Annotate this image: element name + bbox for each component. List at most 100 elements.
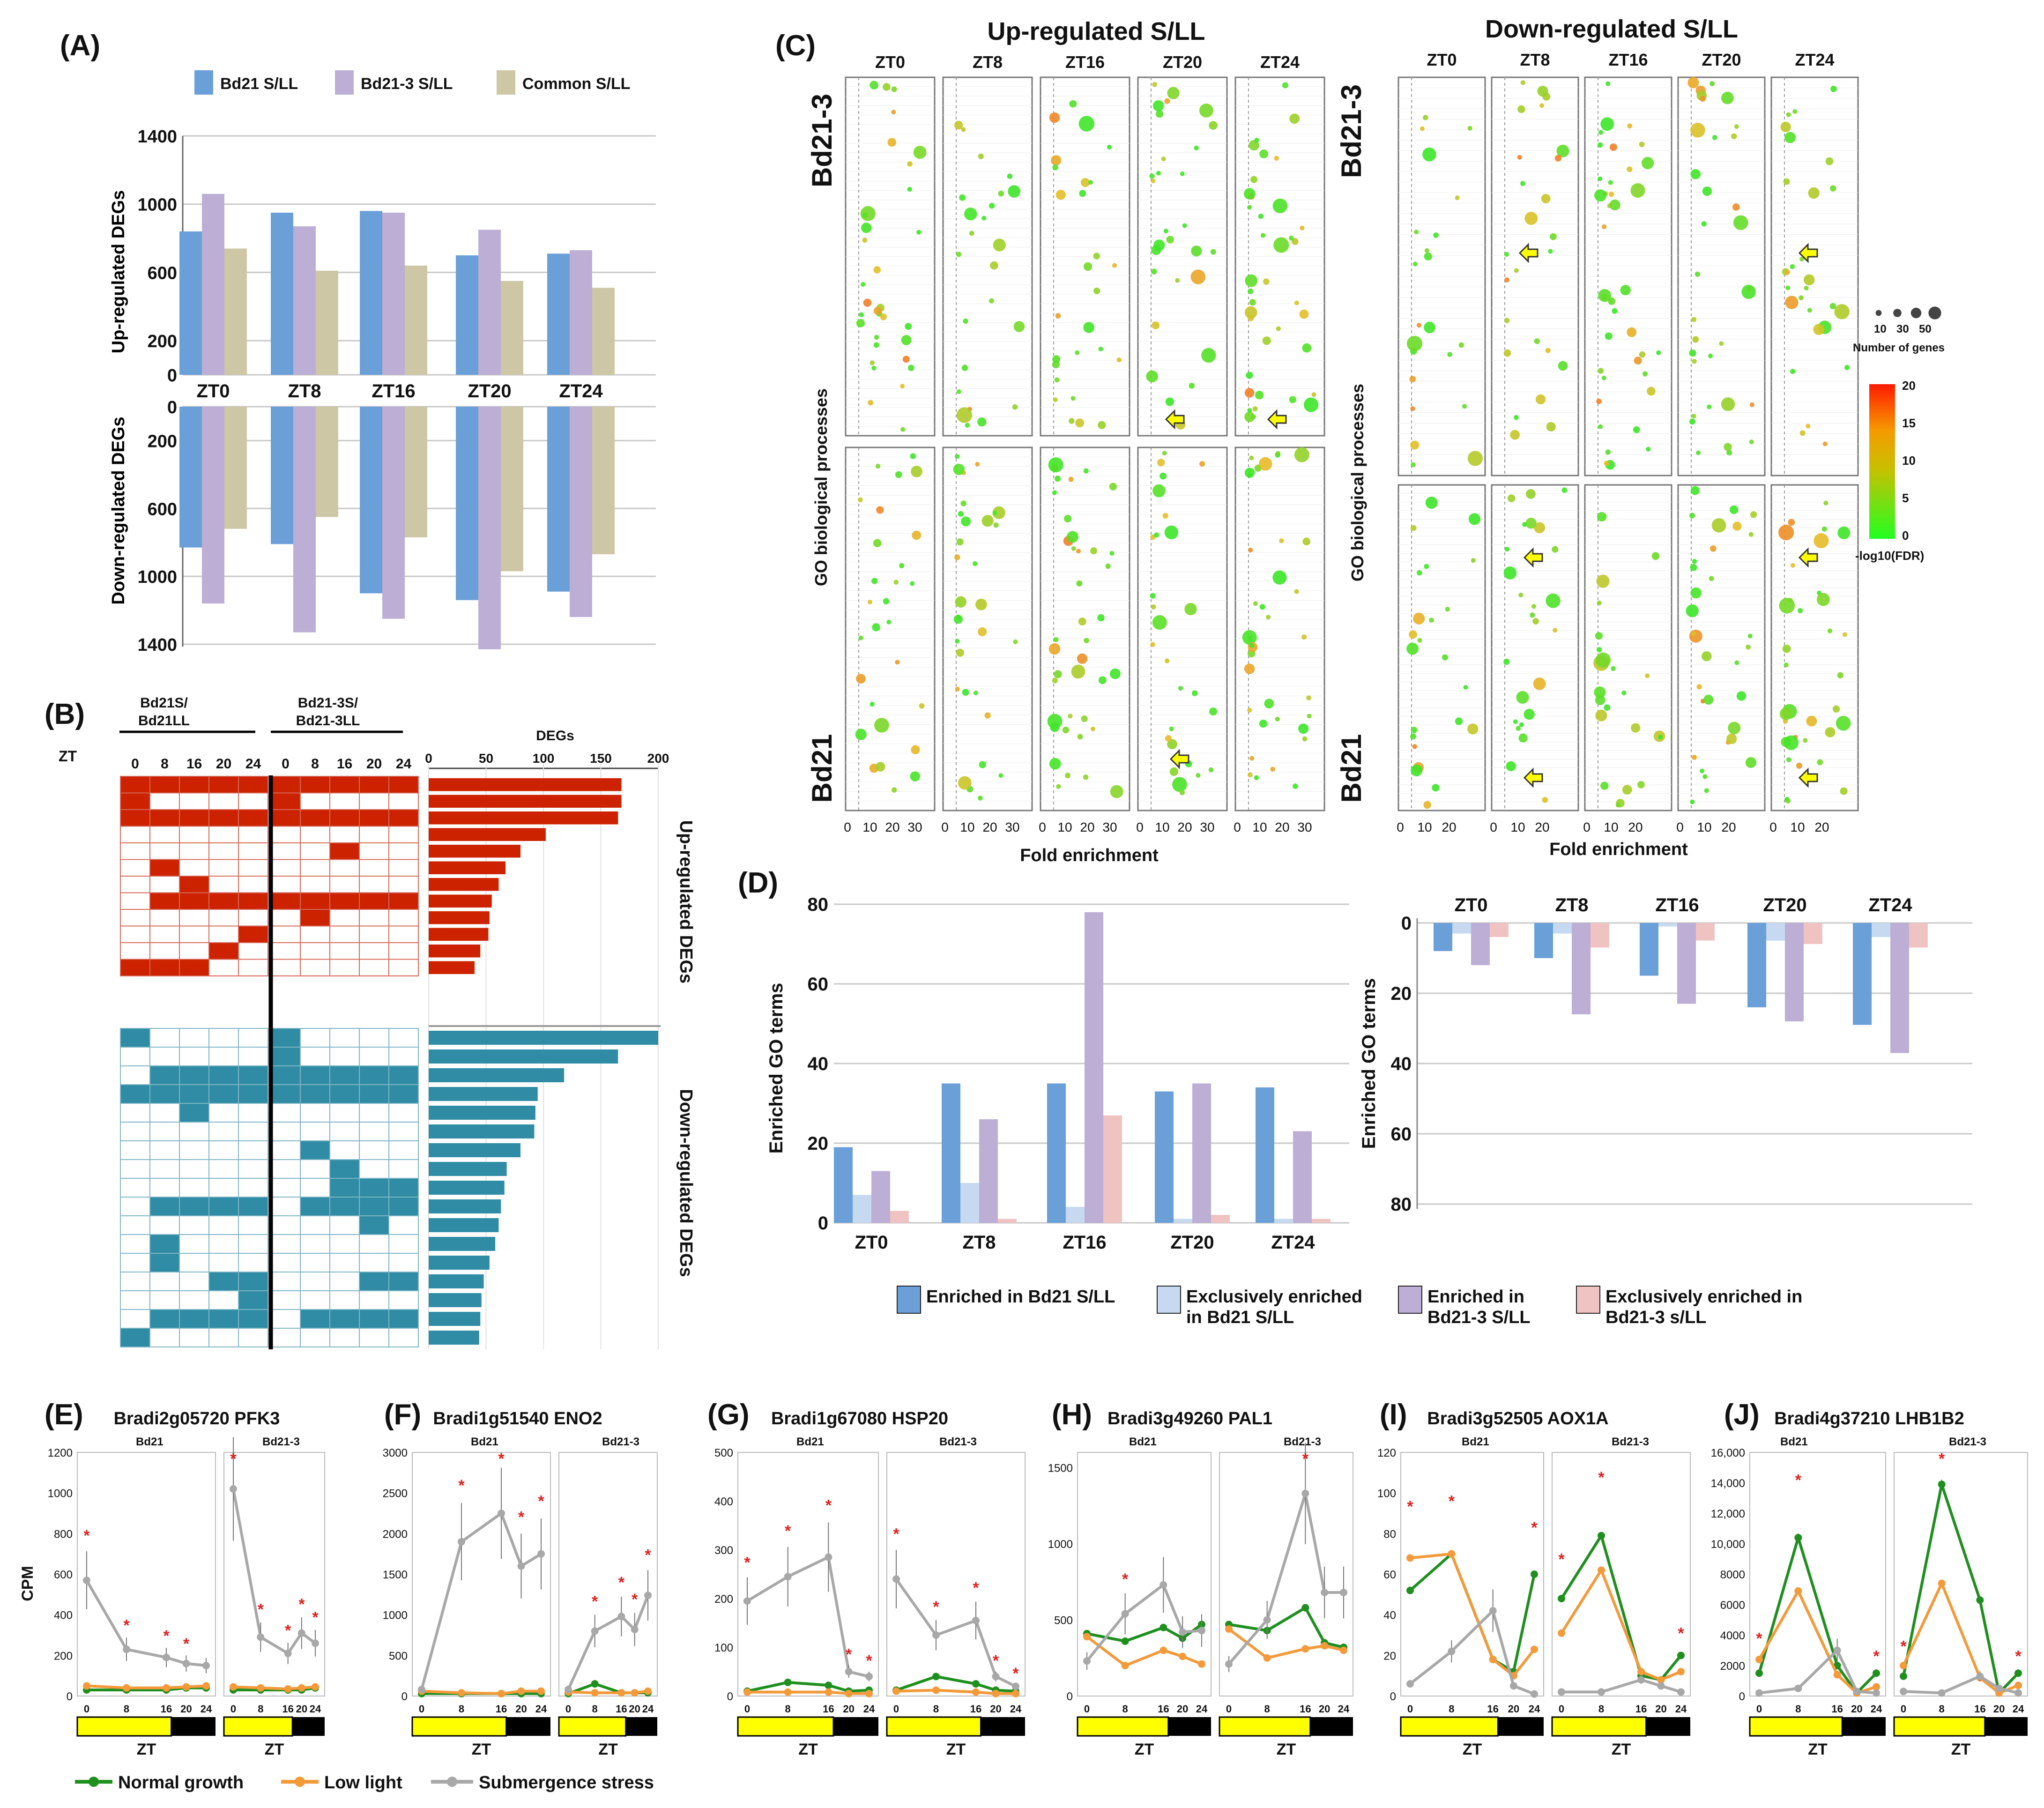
go-bubble <box>965 423 970 428</box>
go-bubble <box>1647 387 1656 396</box>
go-bubble <box>1514 268 1519 273</box>
x-tick: 20 <box>629 1703 640 1715</box>
up-cell <box>208 876 239 893</box>
down-cell <box>120 1084 150 1104</box>
go-bubble <box>1594 686 1606 699</box>
data-point <box>932 1631 940 1639</box>
down-cell <box>208 1178 239 1198</box>
size-legend-value: 50 <box>1919 323 1932 335</box>
data-point <box>2014 1669 2022 1677</box>
go-bubble <box>1276 326 1281 331</box>
x-tick: 0 <box>1234 820 1241 834</box>
light-period-bar <box>1551 1716 1647 1737</box>
line-legend: Normal growth Low light Submergence stress <box>75 1773 654 1793</box>
go-bubble <box>1079 190 1086 197</box>
go-bubble <box>1784 735 1799 750</box>
go-bubble <box>1062 726 1070 734</box>
go-bubble <box>1098 676 1107 685</box>
go-bubble <box>1189 383 1195 389</box>
down-cell <box>359 1290 389 1310</box>
data-point <box>1657 1676 1665 1684</box>
go-bubble <box>1604 461 1609 466</box>
data-point <box>617 1689 625 1697</box>
down-cell <box>329 1065 360 1085</box>
up-cell <box>208 826 239 843</box>
down-cell <box>270 1328 301 1347</box>
down-cell <box>359 1253 389 1272</box>
go-bubble <box>1596 398 1602 404</box>
go-bubble <box>1598 130 1604 135</box>
data-point <box>1677 1652 1685 1659</box>
go-bubble <box>1048 457 1063 473</box>
go-bubble <box>1690 564 1697 571</box>
go-bubble <box>1420 126 1425 131</box>
up-cell <box>270 909 301 927</box>
go-bubble <box>989 202 995 209</box>
go-bubble <box>876 506 884 514</box>
go-bubble <box>989 298 994 304</box>
down-cell <box>270 1084 301 1104</box>
go-bubble <box>1611 666 1616 671</box>
up-cell <box>329 876 360 893</box>
zt-label: ZT20 <box>468 381 511 402</box>
go-bubble <box>1605 81 1611 86</box>
d-ylabel: Enriched GO terms <box>1359 978 1379 1149</box>
go-bubble <box>1621 690 1627 696</box>
y-tick: 1000 <box>137 195 177 215</box>
yellow-arrow <box>1798 767 1818 788</box>
down-cell <box>120 1159 150 1179</box>
legend-marker <box>447 1777 457 1787</box>
go-bubble <box>1244 411 1255 422</box>
down-cell <box>329 1309 360 1329</box>
go-bubble <box>1799 295 1804 300</box>
go-bubble <box>1249 756 1255 761</box>
go-bubble <box>1175 278 1180 283</box>
go-bubble <box>1047 714 1063 729</box>
go-bar <box>1696 923 1715 941</box>
down-deg-bar <box>429 1237 496 1251</box>
significance-star: * <box>83 1527 90 1545</box>
go-bubble <box>1808 187 1820 199</box>
go-bubble <box>993 238 1006 252</box>
y-tick: 600 <box>148 499 177 519</box>
go-bubble <box>1615 803 1620 808</box>
data-point <box>1179 1628 1187 1636</box>
go-bubble <box>1248 547 1253 553</box>
go-bubble <box>1633 426 1640 433</box>
data-point <box>312 1639 319 1647</box>
light-period-bar <box>558 1716 627 1737</box>
go-bubble <box>887 138 896 147</box>
y-tick: 400 <box>54 1609 73 1622</box>
down-cell <box>270 1197 301 1216</box>
go-bubble <box>1550 233 1557 240</box>
down-cell <box>208 1103 239 1123</box>
down-cell <box>329 1272 360 1291</box>
up-cell <box>300 876 330 893</box>
down-bar <box>293 407 316 632</box>
go-bubble <box>1098 421 1106 429</box>
y-tick: 1000 <box>48 1488 73 1500</box>
down-cell <box>270 1178 301 1198</box>
x-tick: 20 <box>1442 820 1456 834</box>
go-bubble <box>893 580 899 585</box>
legend-label: Bd21 S/LL <box>220 75 298 93</box>
go-bubble <box>891 787 897 793</box>
y-tick: 0 <box>1739 1690 1745 1703</box>
significance-star: * <box>230 1450 237 1468</box>
go-bubble <box>1548 249 1553 254</box>
down-cell <box>149 1084 180 1104</box>
up-cell <box>179 809 209 827</box>
up-bar <box>224 248 247 375</box>
group-header: Bd21-3LL <box>296 713 360 729</box>
go-bubble <box>1630 183 1645 198</box>
go-bubble <box>1424 252 1432 260</box>
down-cell <box>120 1140 150 1160</box>
go-bubble <box>1146 370 1158 383</box>
up-cell <box>270 826 301 843</box>
gene-title: Bradi1g67080 HSP20 <box>771 1409 948 1429</box>
go-bubble <box>1409 630 1418 639</box>
go-bubble <box>871 578 878 584</box>
data-point <box>284 1685 292 1693</box>
up-cell <box>300 892 330 910</box>
down-cell <box>149 1103 180 1123</box>
